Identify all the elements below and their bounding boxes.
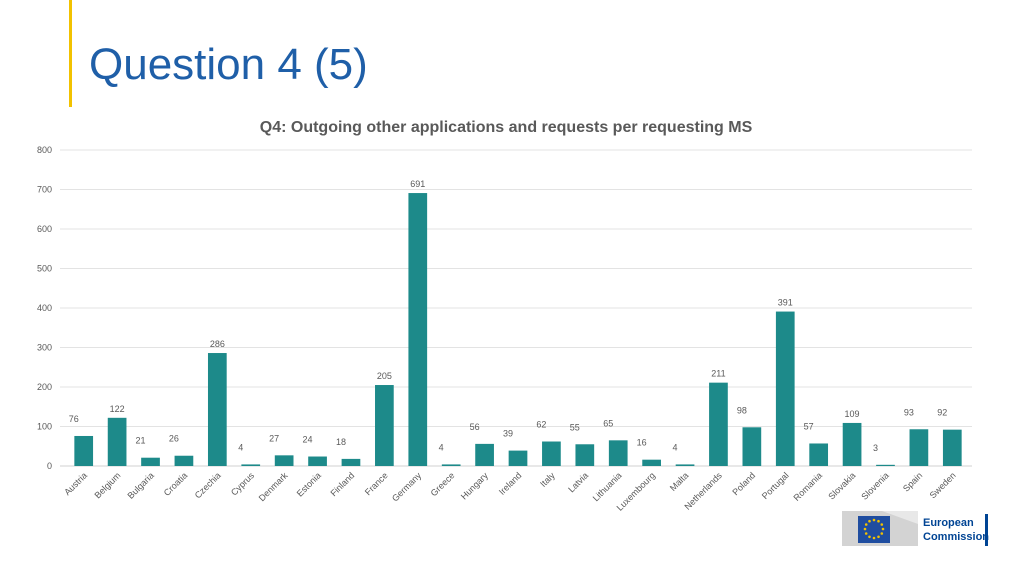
data-label: 21 (136, 436, 146, 446)
x-tick-label: Sweden (928, 470, 958, 500)
bar-ireland (508, 450, 528, 466)
bar-hungary (475, 443, 494, 466)
bar-portugal (775, 311, 795, 466)
data-label: 286 (210, 339, 225, 349)
x-tick-label: Latvia (566, 470, 590, 494)
bar-slovenia (876, 464, 895, 466)
data-label: 93 (904, 407, 914, 417)
x-tick-label: Malta (668, 470, 691, 493)
bar-sweden (942, 429, 962, 466)
slide-title: Question 4 (5) (89, 40, 368, 89)
y-tick-label: 400 (37, 303, 52, 313)
bar-malta (675, 464, 695, 466)
data-label: 4 (673, 442, 678, 452)
data-label: 65 (603, 418, 613, 428)
data-label: 57 (804, 421, 814, 431)
data-label: 3 (873, 443, 878, 453)
y-tick-label: 200 (37, 382, 52, 392)
bar-slovakia (842, 422, 862, 466)
data-label: 56 (470, 422, 480, 432)
bar-poland (742, 427, 762, 466)
x-tick-label: Finland (328, 470, 356, 498)
y-tick-label: 800 (37, 145, 52, 155)
bar-spain (909, 429, 929, 466)
data-label: 4 (238, 442, 243, 452)
bar-estonia (308, 456, 327, 466)
data-label: 27 (269, 433, 279, 443)
data-label: 39 (503, 429, 513, 439)
x-tick-label: Romania (792, 470, 825, 503)
title-accent-bar (69, 0, 72, 107)
y-tick-label: 500 (37, 264, 52, 274)
y-tick-label: 0 (47, 461, 52, 471)
bar-denmark (274, 455, 294, 466)
x-tick-label: Czechia (193, 470, 223, 500)
bar-czechia (207, 353, 227, 466)
x-tick-label: Spain (901, 470, 924, 493)
x-tick-label: France (363, 470, 390, 497)
x-tick-label: Austria (62, 470, 89, 497)
bar-italy (542, 441, 561, 466)
x-tick-label: Portugal (760, 470, 791, 501)
bar-france (375, 385, 394, 466)
x-tick-label: Bulgaria (126, 470, 156, 500)
data-label: 26 (169, 434, 179, 444)
data-label: 4 (439, 442, 444, 452)
logo-text-european: European (923, 517, 974, 529)
bar-bulgaria (141, 457, 160, 466)
data-label: 55 (570, 422, 580, 432)
data-label: 24 (303, 435, 313, 445)
data-label: 205 (377, 371, 392, 381)
european-commission-logo: European Commission (842, 511, 989, 546)
data-label: 391 (778, 298, 793, 308)
bar-austria (74, 435, 94, 466)
bar-lithuania (608, 440, 628, 466)
bar-luxembourg (642, 459, 661, 466)
data-label: 92 (937, 408, 947, 418)
bar-greece (441, 464, 461, 466)
x-tick-label: Denmark (257, 470, 290, 503)
x-tick-label: Italy (538, 470, 557, 489)
data-label: 18 (336, 437, 346, 447)
x-tick-label: Ireland (497, 470, 524, 497)
y-tick-label: 600 (37, 224, 52, 234)
y-tick-label: 100 (37, 422, 52, 432)
y-tick-label: 300 (37, 343, 52, 353)
bar-belgium (107, 417, 127, 466)
data-label: 62 (536, 420, 546, 430)
x-tick-label: Estonia (295, 470, 323, 498)
data-label: 211 (711, 369, 725, 379)
data-label: 16 (637, 438, 647, 448)
x-tick-label: Lithuania (591, 470, 624, 503)
bar-germany (408, 193, 428, 466)
x-tick-label: Hungary (459, 470, 490, 501)
commission-building-icon (842, 511, 918, 546)
x-tick-label: Poland (730, 470, 757, 497)
x-tick-label: Germany (390, 470, 424, 504)
bar-finland (341, 458, 361, 466)
x-tick-label: Cyprus (229, 470, 257, 498)
bar-latvia (575, 444, 595, 466)
x-tick-label: Slovakia (826, 470, 857, 501)
logo-text-commission: Commission (923, 531, 989, 543)
data-label: 109 (845, 409, 860, 419)
y-tick-label: 700 (37, 185, 52, 195)
bar-romania (809, 443, 829, 466)
x-tick-label: Greece (429, 470, 457, 498)
bar-netherlands (709, 382, 728, 466)
x-tick-label: Croatia (162, 470, 190, 498)
data-label: 691 (410, 179, 425, 189)
data-label: 122 (110, 404, 125, 414)
data-label: 98 (737, 405, 747, 415)
data-label: 76 (69, 414, 79, 424)
bar-croatia (174, 455, 194, 466)
chart-title: Q4: Outgoing other applications and requ… (260, 119, 753, 136)
x-tick-label: Slovenia (859, 470, 890, 501)
x-tick-label: Belgium (92, 470, 122, 500)
bar-cyprus (241, 464, 261, 466)
